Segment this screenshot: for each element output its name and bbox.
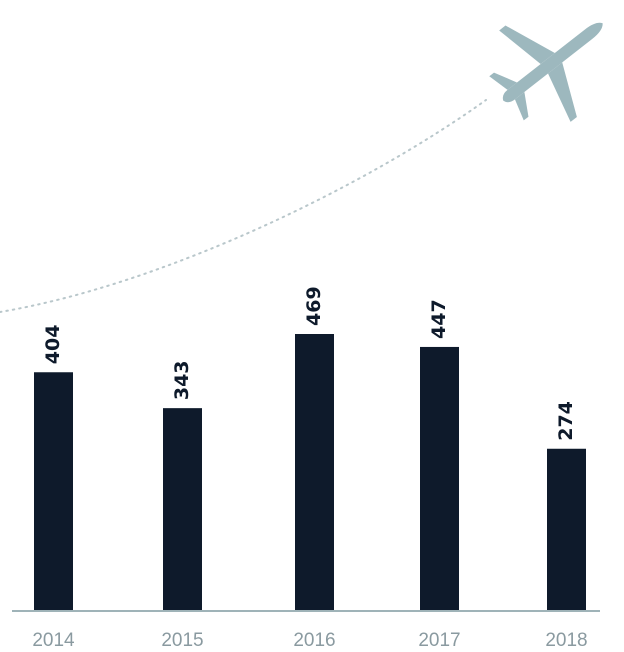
x-tick-label-2018: 2018 [545,630,587,651]
bar-value-label-2016: 469 [303,286,325,326]
x-tick-labels-layer: 2014 2015 2016 2017 2018 [32,630,587,651]
flight-trail [0,99,487,313]
x-tick-label-2017: 2017 [418,630,460,651]
bar-value-label-2018: 274 [555,401,577,441]
airplane-icon [489,22,603,122]
bar-2014 [34,372,73,610]
bars-layer [34,334,586,610]
value-labels-layer: 404 343 469 447 274 [42,286,577,440]
x-tick-label-2014: 2014 [32,630,75,651]
bar-2017 [420,346,459,610]
bar-2018 [547,448,586,610]
x-tick-label-2016: 2016 [293,630,335,651]
bar-value-label-2014: 404 [42,325,64,365]
bar-value-label-2015: 343 [171,360,193,400]
bar-2016 [295,334,334,610]
bar-value-label-2017: 447 [428,299,450,339]
x-tick-label-2015: 2015 [161,630,203,651]
bar-2015 [163,408,202,610]
